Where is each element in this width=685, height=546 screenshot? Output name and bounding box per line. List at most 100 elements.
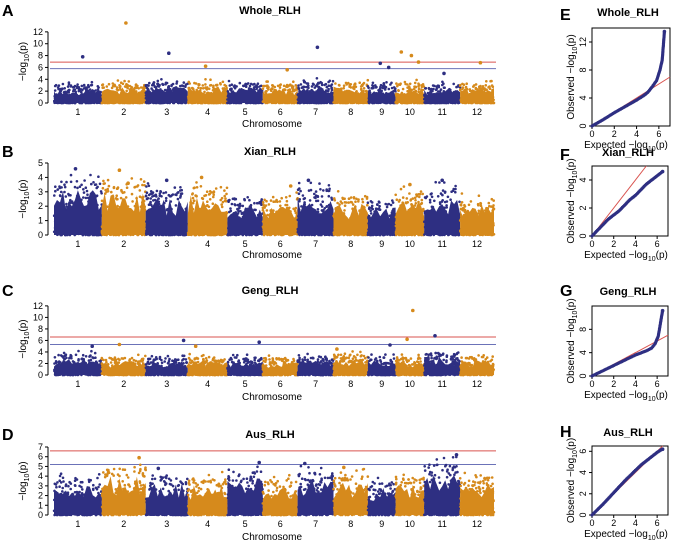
data-point — [147, 184, 151, 188]
y-tick-label: 8 — [38, 51, 43, 61]
chromosome-density — [145, 198, 188, 235]
data-point — [208, 198, 212, 201]
data-point — [105, 85, 109, 88]
data-point — [53, 356, 57, 359]
chromosome-3-points — [144, 78, 189, 105]
chart-title: Geng_RLH — [242, 285, 299, 297]
data-point — [230, 83, 234, 86]
chromosome-5-points — [226, 79, 264, 105]
data-point — [265, 209, 269, 212]
data-point — [371, 84, 374, 87]
data-point — [393, 89, 397, 92]
data-point — [130, 192, 134, 196]
data-point — [219, 83, 222, 86]
data-point — [264, 90, 267, 94]
data-point — [173, 186, 177, 189]
data-point — [315, 77, 319, 80]
data-point — [63, 185, 67, 189]
data-point — [405, 197, 409, 200]
y-tick-label: 4 — [38, 172, 43, 182]
data-point — [437, 90, 440, 93]
data-point — [60, 87, 64, 90]
data-point — [164, 199, 168, 203]
data-point — [421, 192, 425, 196]
data-point — [198, 83, 201, 86]
data-point — [105, 190, 108, 193]
data-point — [374, 207, 378, 210]
data-point — [103, 182, 106, 185]
data-point — [58, 194, 62, 197]
data-point — [390, 81, 393, 85]
data-point — [123, 191, 126, 194]
chromosome-12-points — [458, 192, 496, 237]
data-point — [415, 78, 418, 82]
data-point — [76, 186, 79, 190]
chromosome-11-points — [423, 80, 462, 105]
data-point — [343, 197, 346, 200]
data-point — [408, 192, 411, 195]
data-point — [57, 353, 60, 357]
y-tick-label: 8 — [38, 324, 43, 334]
chromosome-density — [333, 203, 368, 235]
data-point — [73, 185, 77, 189]
data-point — [273, 85, 277, 89]
chromosome-9-points — [366, 81, 397, 105]
data-point — [430, 195, 434, 199]
data-point — [125, 186, 129, 189]
data-point — [138, 189, 142, 192]
data-point — [382, 82, 386, 85]
data-point — [84, 186, 88, 189]
data-point — [261, 87, 265, 91]
data-point — [176, 191, 179, 195]
data-point — [115, 86, 119, 89]
data-point — [112, 185, 116, 189]
data-point — [358, 81, 362, 84]
data-point — [61, 82, 65, 86]
data-point — [171, 193, 175, 196]
data-point — [115, 187, 119, 190]
data-point — [294, 206, 298, 210]
data-point — [282, 84, 286, 88]
data-point — [399, 82, 402, 85]
data-point — [297, 192, 301, 195]
data-point — [269, 199, 273, 202]
data-point — [230, 202, 234, 206]
data-point — [317, 81, 321, 85]
data-point — [406, 83, 409, 86]
data-point — [330, 87, 333, 90]
data-point — [378, 201, 381, 204]
x-tick-label: 9 — [379, 239, 384, 249]
data-point — [408, 82, 412, 86]
data-point — [131, 200, 134, 203]
data-point — [197, 86, 200, 90]
data-point — [246, 196, 249, 199]
data-point — [333, 199, 337, 202]
data-point — [142, 180, 146, 183]
data-point — [88, 88, 92, 91]
data-point — [452, 82, 456, 86]
y-tick-label: 2 — [38, 358, 43, 368]
data-point — [253, 201, 256, 205]
data-point — [69, 85, 73, 88]
data-point — [392, 86, 396, 89]
data-point — [391, 199, 394, 202]
data-point — [334, 82, 337, 85]
peak-point — [478, 60, 483, 65]
panel-letter: C — [2, 283, 14, 300]
peak-point — [124, 21, 128, 25]
data-point — [472, 85, 475, 88]
data-point — [195, 186, 199, 189]
data-point — [160, 78, 163, 81]
peak-point — [203, 64, 208, 68]
data-point — [63, 190, 66, 194]
data-point — [485, 80, 488, 83]
data-point — [195, 181, 198, 184]
data-point — [286, 85, 290, 88]
data-point — [82, 87, 86, 90]
data-point — [83, 179, 86, 182]
data-point — [130, 177, 134, 180]
x-tick-label: 4 — [205, 107, 210, 117]
data-point — [381, 86, 384, 90]
